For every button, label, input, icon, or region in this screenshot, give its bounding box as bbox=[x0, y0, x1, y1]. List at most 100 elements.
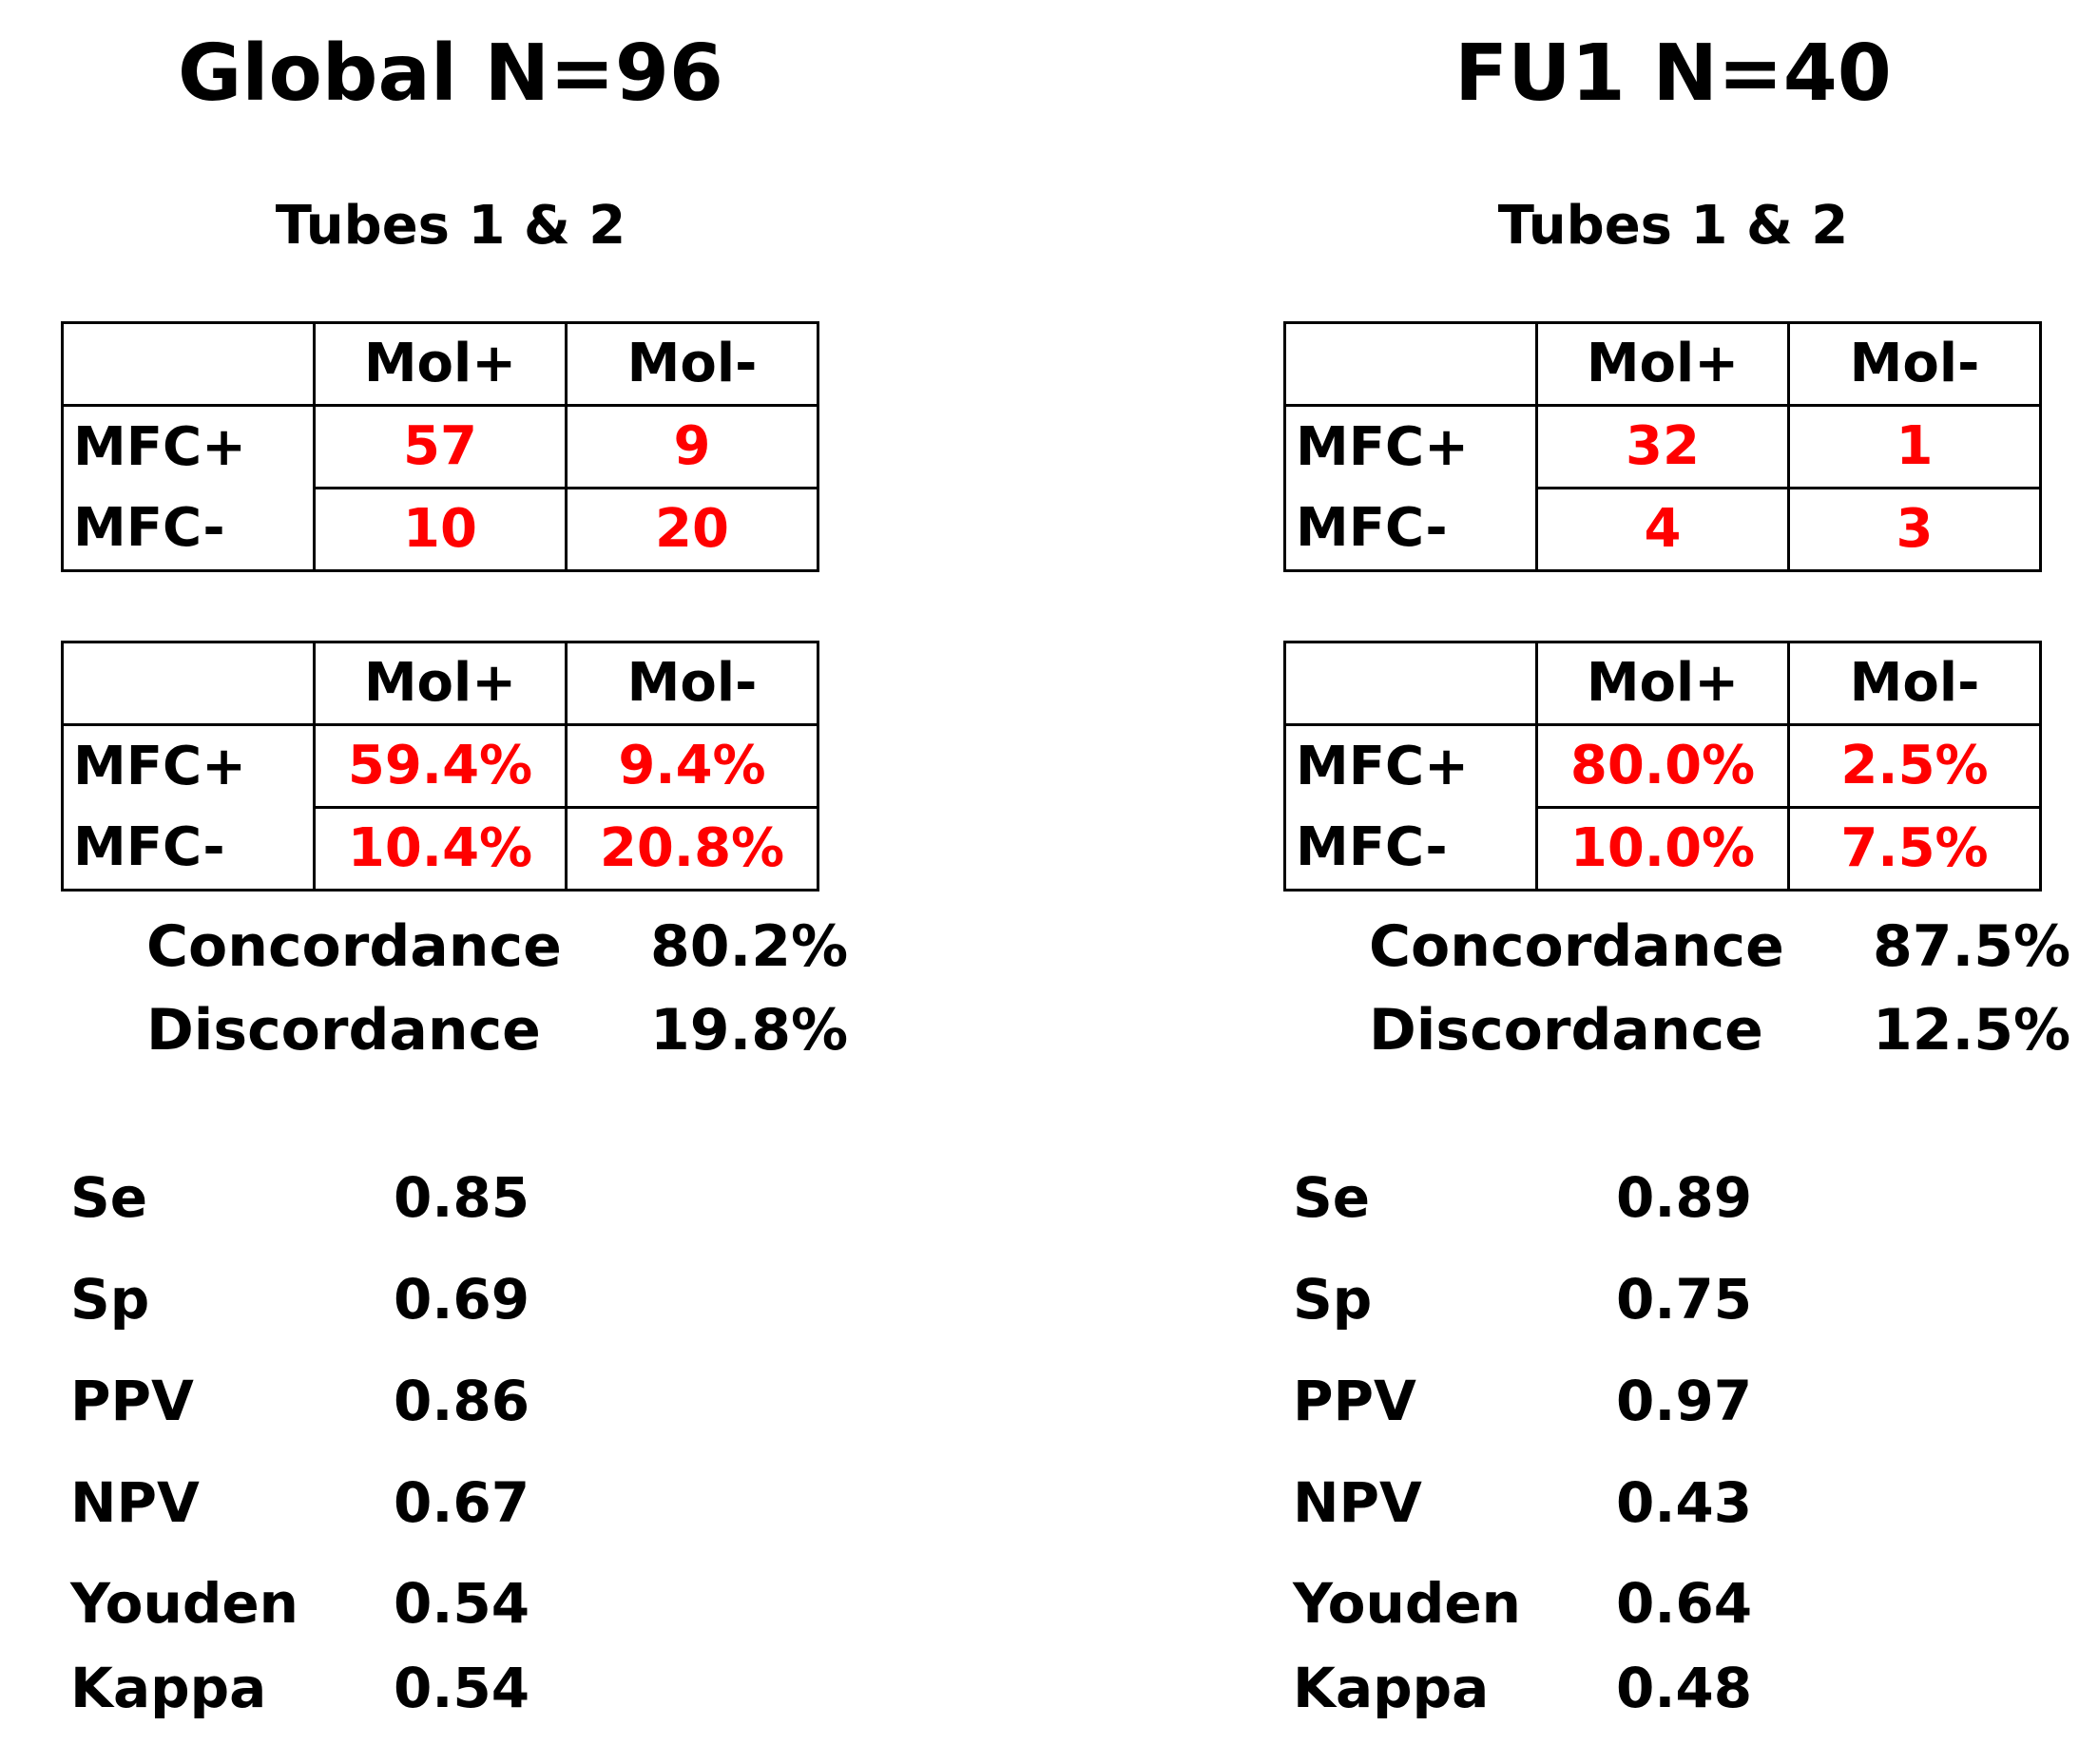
discordance-value: 12.5% bbox=[1873, 997, 2071, 1064]
metric-value: 0.67 bbox=[394, 1470, 530, 1535]
col-header: Mol+ bbox=[313, 321, 568, 407]
metric-value: 0.69 bbox=[394, 1267, 530, 1332]
col-header: Mol- bbox=[565, 641, 819, 726]
metric-value: 0.89 bbox=[1616, 1165, 1753, 1230]
col-header: Mol- bbox=[1787, 641, 2042, 726]
metric-row-kappa: Kappa 0.54 bbox=[70, 1650, 736, 1726]
corner-cell bbox=[1283, 641, 1538, 726]
metric-value: 0.54 bbox=[394, 1656, 530, 1720]
count-cell: 3 bbox=[1787, 487, 2042, 572]
panel-title: Global N=96 bbox=[178, 29, 723, 119]
metric-value: 0.75 bbox=[1616, 1267, 1753, 1332]
metric-label: Se bbox=[1293, 1165, 1371, 1230]
metric-label: Youden bbox=[70, 1571, 298, 1636]
metric-value: 0.48 bbox=[1616, 1656, 1753, 1720]
metric-row-npv: NPV 0.43 bbox=[1293, 1465, 1958, 1541]
col-header: Mol+ bbox=[1535, 641, 1790, 726]
row-label: MFC+ bbox=[61, 404, 316, 489]
concordance-label: Concordance bbox=[146, 913, 562, 980]
table-row: MFC+ 57 9 bbox=[61, 404, 819, 489]
metric-row-ppv: PPV 0.97 bbox=[1293, 1363, 1958, 1439]
metric-label: Kappa bbox=[70, 1656, 267, 1720]
percent-cell: 59.4% bbox=[313, 723, 568, 809]
count-cell: 57 bbox=[313, 404, 568, 489]
metric-label: PPV bbox=[70, 1369, 194, 1433]
metric-value: 0.86 bbox=[394, 1369, 530, 1433]
table-row: MFC+ 80.0% 2.5% bbox=[1283, 723, 2042, 809]
percent-cell: 9.4% bbox=[565, 723, 819, 809]
metric-value: 0.85 bbox=[394, 1165, 530, 1230]
corner-cell bbox=[61, 321, 316, 407]
table-row: MFC- 10.0% 7.5% bbox=[1283, 806, 2042, 892]
metric-label: Sp bbox=[1293, 1267, 1373, 1332]
metric-value: 0.97 bbox=[1616, 1369, 1753, 1433]
table-row: MFC+ 59.4% 9.4% bbox=[61, 723, 819, 809]
row-label: MFC+ bbox=[1283, 404, 1538, 489]
table-row: MFC- 10 20 bbox=[61, 487, 819, 572]
count-cell: 20 bbox=[565, 487, 819, 572]
table-row: MFC+ 32 1 bbox=[1283, 404, 2042, 489]
panel-subtitle: Tubes 1 & 2 bbox=[275, 195, 626, 257]
row-label: MFC- bbox=[61, 807, 316, 892]
metric-row-se: Se 0.85 bbox=[70, 1160, 736, 1236]
metric-label: Se bbox=[70, 1165, 148, 1230]
percent-cell: 7.5% bbox=[1787, 806, 2042, 892]
counts-table: Mol+ Mol- MFC+ 32 1 MFC- 4 3 bbox=[1283, 321, 2042, 572]
corner-cell bbox=[1283, 321, 1538, 407]
percent-cell: 10.4% bbox=[313, 806, 568, 892]
discordance-value: 19.8% bbox=[650, 997, 849, 1064]
corner-cell bbox=[61, 641, 316, 726]
row-label: MFC- bbox=[1283, 807, 1538, 892]
percent-table: Mol+ Mol- MFC+ 80.0% 2.5% MFC- 10.0% 7.5… bbox=[1283, 641, 2042, 892]
concordance-value: 80.2% bbox=[650, 913, 849, 980]
panel-title: FU1 N=40 bbox=[1454, 29, 1892, 119]
col-header: Mol- bbox=[1787, 321, 2042, 407]
table-row: MFC- 4 3 bbox=[1283, 487, 2042, 572]
row-label: MFC- bbox=[1283, 488, 1538, 572]
count-cell: 4 bbox=[1535, 487, 1790, 572]
metric-row-npv: NPV 0.67 bbox=[70, 1465, 736, 1541]
metric-value: 0.54 bbox=[394, 1571, 530, 1636]
metric-value: 0.64 bbox=[1616, 1571, 1753, 1636]
metric-row-sp: Sp 0.69 bbox=[70, 1261, 736, 1337]
percent-cell: 20.8% bbox=[565, 806, 819, 892]
row-label: MFC- bbox=[61, 488, 316, 572]
count-cell: 32 bbox=[1535, 404, 1790, 489]
table-header-row: Mol+ Mol- bbox=[1283, 641, 2042, 726]
panel-subtitle: Tubes 1 & 2 bbox=[1497, 195, 1849, 257]
concordance-row: Concordance 87.5% bbox=[1283, 905, 2071, 988]
metric-row-kappa: Kappa 0.48 bbox=[1293, 1650, 1958, 1726]
count-cell: 1 bbox=[1787, 404, 2042, 489]
metric-row-se: Se 0.89 bbox=[1293, 1160, 1958, 1236]
metric-row-sp: Sp 0.75 bbox=[1293, 1261, 1958, 1337]
row-label: MFC+ bbox=[1283, 723, 1538, 808]
percent-cell: 10.0% bbox=[1535, 806, 1790, 892]
metric-label: Kappa bbox=[1293, 1656, 1490, 1720]
metric-label: Youden bbox=[1293, 1571, 1521, 1636]
percent-cell: 2.5% bbox=[1787, 723, 2042, 809]
concordance-row: Concordance 80.2% bbox=[61, 905, 849, 988]
counts-table: Mol+ Mol- MFC+ 57 9 MFC- 10 20 bbox=[61, 321, 819, 572]
col-header: Mol+ bbox=[313, 641, 568, 726]
table-header-row: Mol+ Mol- bbox=[61, 321, 819, 407]
panel-global: Global N=96 Tubes 1 & 2 Mol+ Mol- MFC+ 5… bbox=[61, 0, 916, 1764]
panel-fu1: FU1 N=40 Tubes 1 & 2 Mol+ Mol- MFC+ 32 1… bbox=[1283, 0, 2079, 1764]
discordance-label: Discordance bbox=[146, 997, 541, 1064]
table-row: MFC- 10.4% 20.8% bbox=[61, 806, 819, 892]
metric-label: NPV bbox=[1293, 1470, 1422, 1535]
table-header-row: Mol+ Mol- bbox=[61, 641, 819, 726]
metric-value: 0.43 bbox=[1616, 1470, 1753, 1535]
percent-table: Mol+ Mol- MFC+ 59.4% 9.4% MFC- 10.4% 20.… bbox=[61, 641, 819, 892]
metric-row-youden: Youden 0.64 bbox=[1293, 1565, 1958, 1641]
count-cell: 10 bbox=[313, 487, 568, 572]
col-header: Mol+ bbox=[1535, 321, 1790, 407]
discordance-row: Discordance 12.5% bbox=[1283, 988, 2071, 1072]
metric-row-youden: Youden 0.54 bbox=[70, 1565, 736, 1641]
concordance-value: 87.5% bbox=[1873, 913, 2071, 980]
metric-label: Sp bbox=[70, 1267, 150, 1332]
metric-row-ppv: PPV 0.86 bbox=[70, 1363, 736, 1439]
count-cell: 9 bbox=[565, 404, 819, 489]
row-label: MFC+ bbox=[61, 723, 316, 808]
metric-label: NPV bbox=[70, 1470, 200, 1535]
concordance-label: Concordance bbox=[1369, 913, 1784, 980]
